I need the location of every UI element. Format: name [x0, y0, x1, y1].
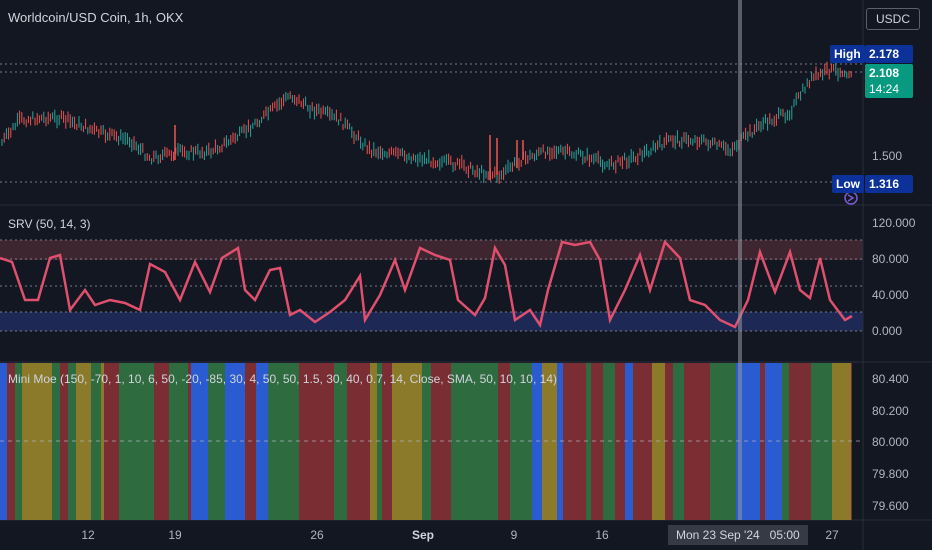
- moe-stripe: [22, 363, 41, 520]
- moe-stripe: [591, 363, 603, 520]
- moe-stripe: [276, 363, 280, 520]
- srv-axis-label: 40.000: [872, 288, 909, 302]
- moe-axis-label: 80.000: [872, 435, 909, 449]
- moe-stripe: [665, 363, 673, 520]
- price-axis-label: 1.500: [872, 149, 903, 163]
- low-label-tag: Low: [832, 175, 864, 193]
- low-value-tag: 1.316: [865, 175, 913, 193]
- moe-stripe: [10, 363, 15, 520]
- alert-icon: [844, 191, 858, 205]
- moe-stripe: [542, 363, 557, 520]
- moe-axis-label: 80.400: [872, 372, 909, 386]
- srv-axis-label: 0.000: [872, 324, 903, 338]
- x-axis-tick: 26: [310, 528, 324, 542]
- moe-stripe: [101, 363, 104, 520]
- high-value-tag: 2.178: [865, 45, 913, 63]
- crosshair-vertical: [738, 0, 742, 520]
- moe-stripe: [191, 363, 208, 520]
- price-candles: [1, 61, 852, 184]
- moe-axis-label: 79.600: [872, 499, 909, 513]
- moe-stripe: [299, 363, 318, 520]
- moe-stripe: [104, 363, 119, 520]
- moe-stripe: [188, 363, 191, 520]
- x-axis-tick: 19: [168, 528, 182, 542]
- moe-stripe: [178, 363, 188, 520]
- srv-overbought-band: [0, 240, 863, 260]
- moe-stripe: [765, 363, 782, 520]
- moe-stripe: [119, 363, 134, 520]
- moe-stripe: [811, 363, 820, 520]
- moe-stripe: [825, 363, 832, 520]
- x-axis-tick: 9: [510, 528, 518, 542]
- countdown-tag: 14:24: [865, 80, 913, 98]
- high-label-tag: High: [830, 45, 865, 63]
- moe-axis-label: 80.200: [872, 404, 909, 418]
- moe-stripe: [292, 363, 299, 520]
- moe-stripe: [586, 363, 591, 520]
- moe-stripe: [625, 363, 633, 520]
- moe-stripe: [169, 363, 178, 520]
- moe-stripe: [820, 363, 825, 520]
- moe-stripe: [280, 363, 292, 520]
- srv-oscillator-line: [0, 239, 853, 329]
- srv-title: SRV (50, 14, 3): [8, 217, 91, 231]
- alert-arrow-icon: [847, 194, 855, 202]
- moe-stripe: [577, 363, 586, 520]
- moe-stripe: [370, 363, 377, 520]
- moe-stripe: [256, 363, 268, 520]
- moe-stripe: [718, 363, 736, 520]
- crosshair-time-label: Mon 23 Sep '24 05:00: [668, 525, 808, 545]
- moe-stripe: [318, 363, 334, 520]
- moe-title: Mini Moe (150, -70, 1, 10, 6, 50, -20, -…: [8, 372, 557, 386]
- srv-oversold-band: [0, 312, 863, 331]
- x-axis-tick: 12: [81, 528, 95, 542]
- moe-stripe: [41, 363, 52, 520]
- moe-stripe: [673, 363, 684, 520]
- x-axis-tick: 27: [825, 528, 839, 542]
- symbol-title: Worldcoin/USD Coin, 1h, OKX: [8, 10, 184, 25]
- moe-stripe: [392, 363, 402, 520]
- moe-stripe: [474, 363, 483, 520]
- srv-axis-label: 80.000: [872, 252, 909, 266]
- x-axis-tick: Sep: [411, 528, 435, 542]
- moe-stripe: [245, 363, 248, 520]
- moe-axis-label: 79.800: [872, 467, 909, 481]
- moe-stripe: [510, 363, 527, 520]
- moe-stripe: [451, 363, 460, 520]
- srv-axis-label: 120.000: [872, 216, 916, 230]
- last-price-tag: 2.108: [865, 64, 913, 82]
- currency-button[interactable]: USDC: [866, 8, 921, 30]
- moe-stripe: [603, 363, 608, 520]
- x-axis-tick: 16: [595, 528, 609, 542]
